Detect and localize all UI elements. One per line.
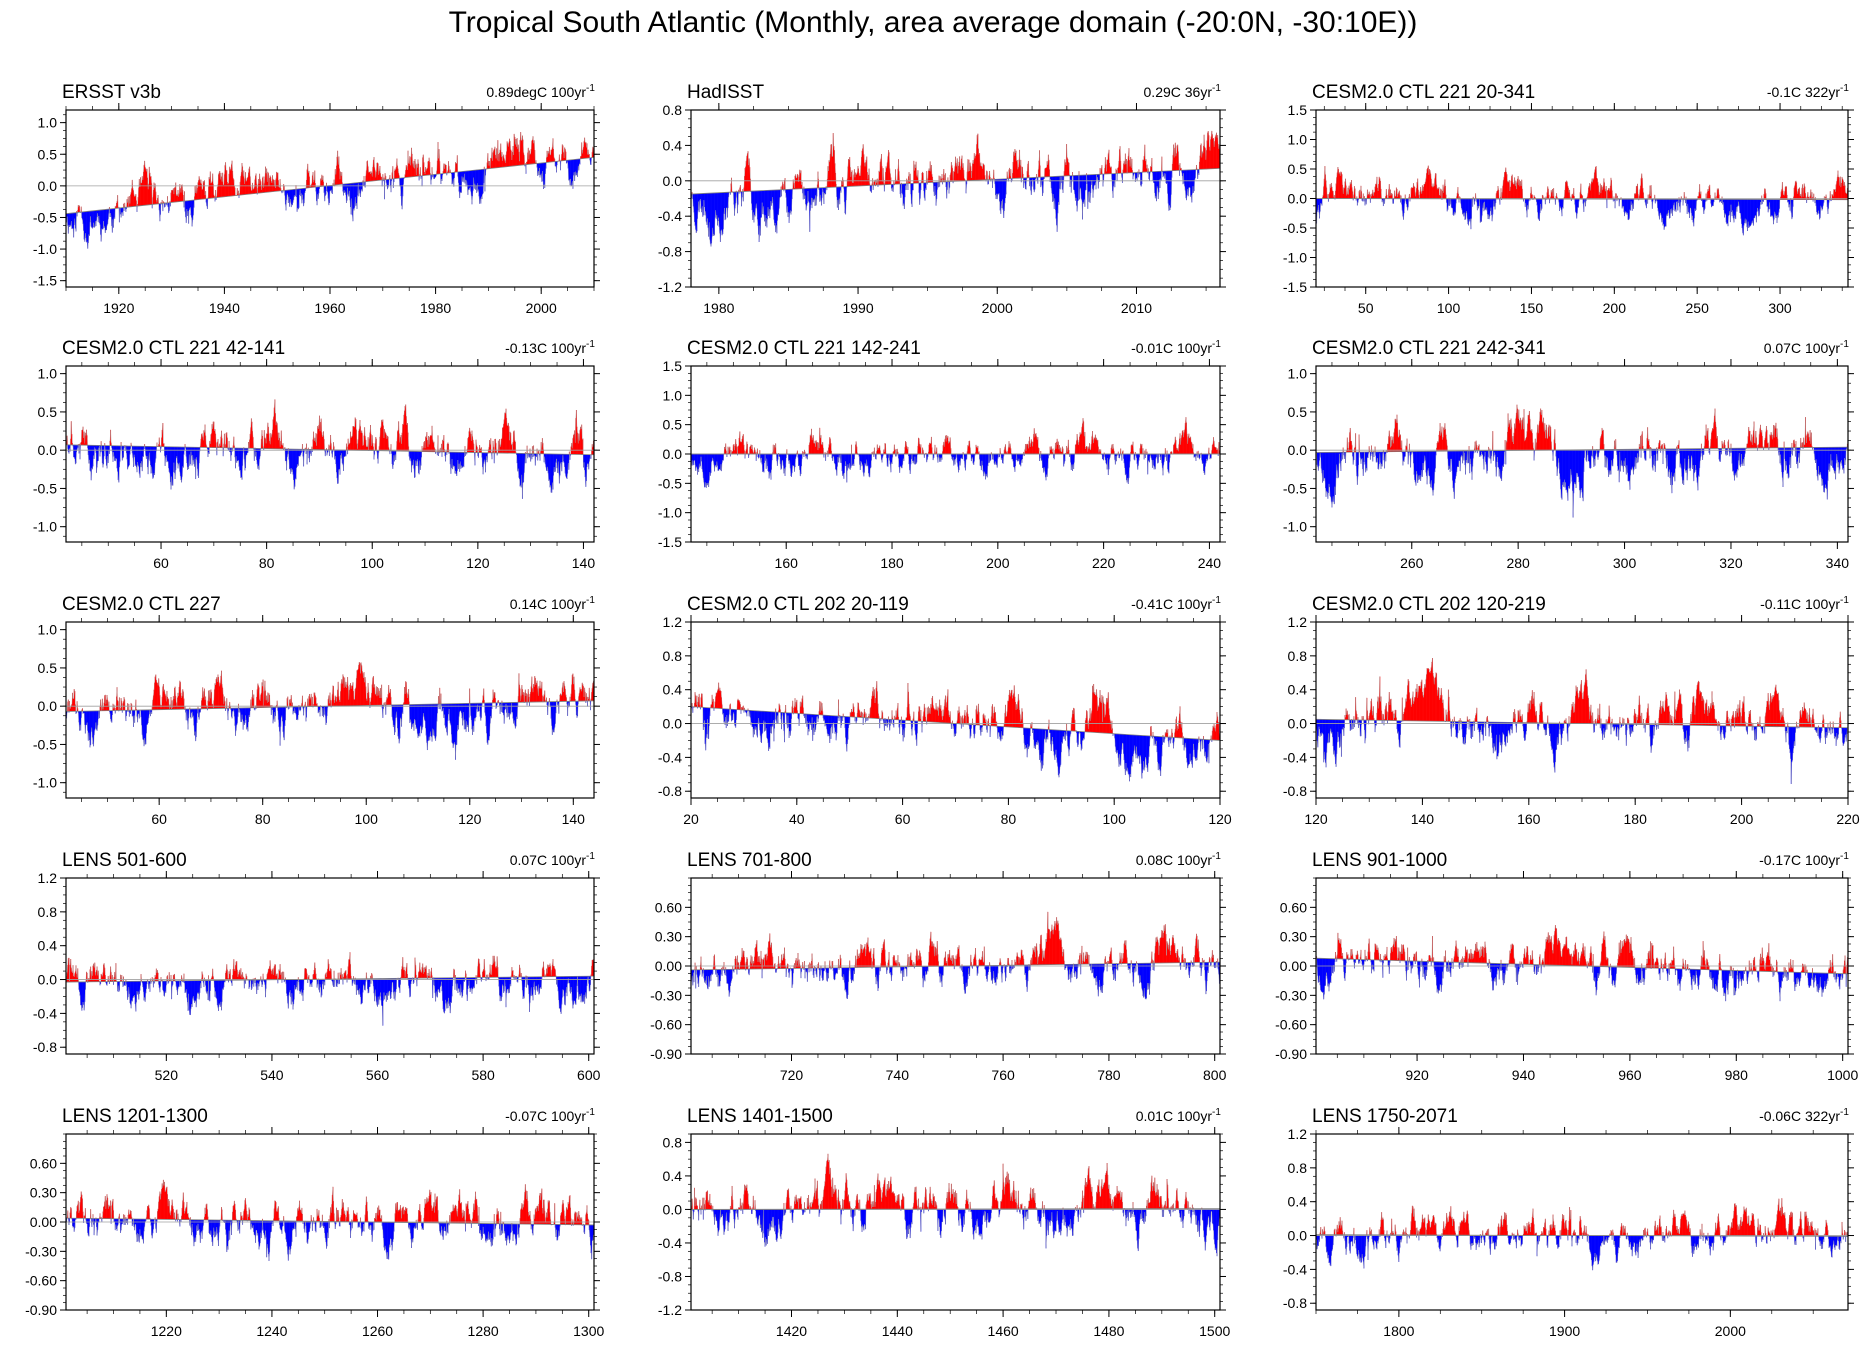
trend-unit-superscript: -1 bbox=[1840, 83, 1849, 94]
x-tick-label: 1990 bbox=[842, 300, 873, 316]
anomaly-series bbox=[691, 417, 1220, 488]
y-tick-label: -1.0 bbox=[33, 519, 57, 535]
x-tick-label: 140 bbox=[572, 555, 596, 571]
x-tick-label: 300 bbox=[1768, 300, 1792, 316]
panel-title: ERSST v3b bbox=[62, 82, 161, 103]
y-tick-label: 0.4 bbox=[663, 137, 683, 153]
y-tick-label: -0.5 bbox=[33, 480, 57, 496]
x-tick-label: 2010 bbox=[1121, 300, 1152, 316]
plot-frame bbox=[66, 366, 594, 542]
y-tick-label: -0.5 bbox=[1283, 220, 1307, 236]
y-tick-label: 0.0 bbox=[1288, 191, 1308, 207]
anomaly-series bbox=[66, 132, 594, 249]
x-tick-label: 1940 bbox=[209, 300, 240, 316]
chart-panel: -1.5 -1.0 -0.5 0.0 0.5 1.0 1920 1940 1960 1980 200… bbox=[33, 82, 600, 316]
trend-label: 0.89degC 100yr bbox=[486, 84, 586, 100]
x-tick-label: 150 bbox=[1520, 300, 1544, 316]
y-tick-label: 1.5 bbox=[1288, 102, 1308, 118]
y-tick-label: 0.5 bbox=[1288, 161, 1308, 177]
x-tick-label: 50 bbox=[1358, 300, 1374, 316]
x-tick-label: 80 bbox=[259, 555, 275, 571]
y-tick-label: 1.0 bbox=[38, 366, 58, 382]
x-tick-label: 60 bbox=[153, 555, 169, 571]
y-tick-label: -0.4 bbox=[658, 208, 682, 224]
y-tick-label: -1.2 bbox=[658, 279, 682, 295]
x-tick-label: 120 bbox=[466, 555, 490, 571]
y-tick-label: 0.0 bbox=[38, 442, 58, 458]
trend-unit-superscript: -1 bbox=[586, 339, 595, 350]
y-tick-label: -1.0 bbox=[1283, 250, 1307, 266]
trend-unit-superscript: -1 bbox=[1212, 83, 1221, 94]
panel-title: CESM2.0 CTL 221 42-141 bbox=[62, 338, 285, 359]
anomaly-series bbox=[1316, 166, 1848, 236]
x-tick-label: 2000 bbox=[982, 300, 1013, 316]
x-tick-label: 1980 bbox=[420, 300, 451, 316]
x-tick-label: 100 bbox=[1437, 300, 1461, 316]
x-tick-label: 1920 bbox=[103, 300, 134, 316]
chart-panel: -1.0 -0.5 0.0 0.5 1.0 60 80 100 120 140 CESM2.0 CT… bbox=[33, 338, 600, 571]
y-tick-label: -0.5 bbox=[33, 209, 57, 225]
x-tick-label: 1960 bbox=[314, 300, 345, 316]
y-tick-label: -1.5 bbox=[1283, 279, 1307, 295]
trend-label: -0.13C 100yr bbox=[505, 340, 586, 356]
y-tick-label: 0.8 bbox=[663, 102, 683, 118]
y-tick-label: 0.0 bbox=[38, 178, 58, 194]
x-tick-label: 200 bbox=[1603, 300, 1627, 316]
x-tick-label: 100 bbox=[361, 555, 385, 571]
y-tick-label: 1.0 bbox=[1288, 132, 1308, 148]
trend-label: -0.1C 322yr bbox=[1767, 84, 1840, 100]
panel-title: CESM2.0 CTL 221 20-341 bbox=[1312, 82, 1535, 103]
y-tick-label: 1.0 bbox=[38, 115, 58, 131]
y-tick-label: -0.8 bbox=[658, 244, 682, 260]
y-tick-label: -1.0 bbox=[33, 241, 57, 257]
x-tick-label: 2000 bbox=[526, 300, 557, 316]
y-tick-label: 0.5 bbox=[38, 146, 58, 162]
anomaly-series bbox=[691, 131, 1220, 247]
chart-panel: -1.5 -1.0 -0.5 0.0 0.5 1.0 1.5 50 100 150 200 250 30… bbox=[1283, 82, 1854, 316]
trend-label: 0.29C 36yr bbox=[1144, 84, 1213, 100]
y-tick-label: -1.5 bbox=[33, 273, 57, 289]
chart-panel: -1.2 -0.8 -0.4 0.0 0.4 0.8 1980 1990 2000 2010 Had… bbox=[658, 82, 1226, 316]
trend-unit-superscript: -1 bbox=[586, 83, 595, 94]
y-tick-label: 0.0 bbox=[663, 173, 683, 189]
y-tick-label: 0.5 bbox=[38, 404, 58, 420]
panel-title: HadISST bbox=[687, 82, 764, 103]
x-tick-label: 1980 bbox=[703, 300, 734, 316]
anomaly-envelope bbox=[691, 131, 1220, 247]
x-tick-label: 250 bbox=[1686, 300, 1710, 316]
